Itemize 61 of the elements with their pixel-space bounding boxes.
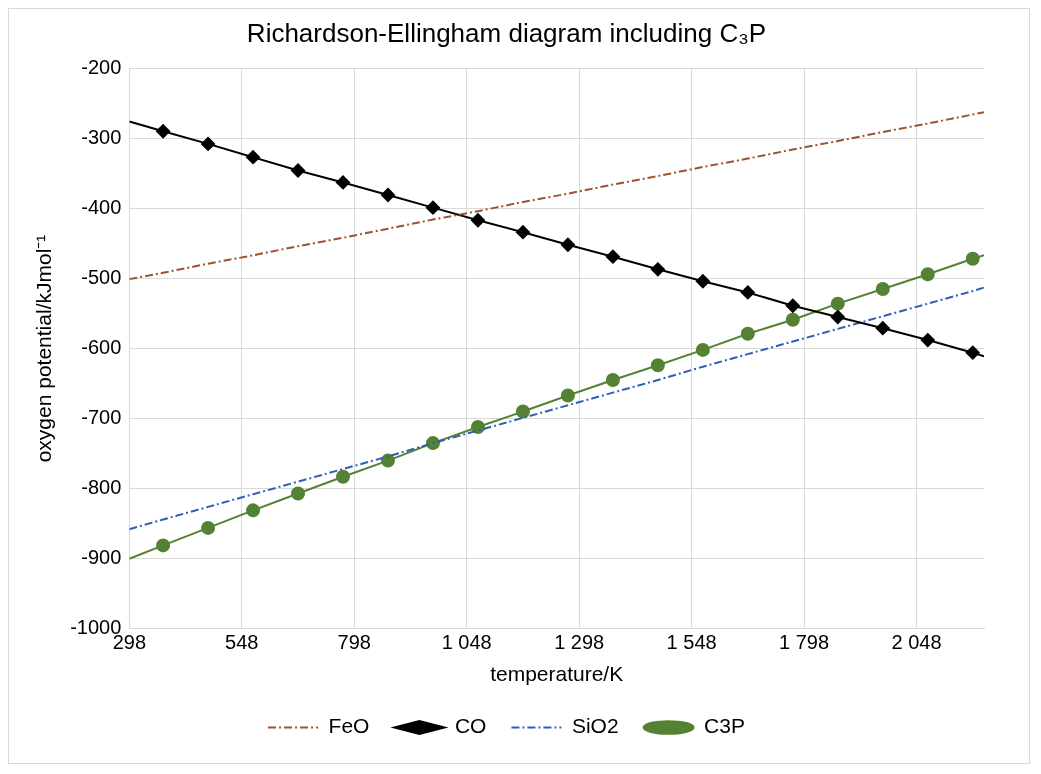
point [785, 312, 800, 327]
y-tick-label: -600 [81, 336, 122, 359]
point [515, 225, 530, 240]
point [201, 520, 216, 535]
point [785, 298, 800, 313]
y-tick-label: -700 [81, 406, 122, 429]
point [965, 251, 980, 266]
point [246, 503, 261, 518]
point [830, 309, 845, 324]
point [695, 274, 710, 289]
point [291, 486, 306, 501]
x-tick-label: 2 048 [891, 631, 942, 654]
point [336, 469, 351, 484]
legend-label: SiO2 [571, 714, 619, 738]
point [740, 285, 755, 300]
x-tick-label: 1 548 [666, 631, 717, 654]
legend-label: C3P [704, 714, 745, 738]
x-tick-label: 1 298 [554, 631, 605, 654]
point [605, 249, 620, 264]
point [156, 538, 171, 553]
point [425, 200, 440, 215]
x-tick-label: 798 [337, 631, 371, 654]
point [201, 136, 216, 151]
point [560, 237, 575, 252]
point [560, 388, 575, 403]
x-tick-label: 1 048 [441, 631, 492, 654]
y-tick-label: -500 [81, 265, 122, 288]
point [920, 267, 935, 282]
y-tick-label: -300 [81, 125, 122, 148]
point [875, 321, 890, 336]
line-series [129, 286, 984, 531]
point [650, 358, 665, 373]
point [695, 342, 710, 357]
point [291, 163, 306, 178]
y-tick-label: -900 [81, 546, 122, 569]
point [875, 281, 890, 296]
point [246, 150, 261, 165]
point [470, 419, 485, 434]
x-tick-label: 548 [225, 631, 259, 654]
point [920, 333, 935, 348]
chart-title: Richardson-Ellingham diagram including C₃P [246, 17, 767, 48]
point [470, 213, 485, 228]
point [381, 453, 395, 468]
x-tick-label: 1 798 [779, 631, 830, 654]
x-axis-title: temperature/K [490, 662, 624, 686]
line-series [129, 111, 984, 281]
point [515, 404, 530, 419]
point [605, 373, 620, 388]
y-tick-label: -200 [81, 55, 122, 78]
y-tick-label: -800 [81, 476, 122, 499]
point [381, 188, 395, 203]
point [650, 262, 665, 277]
legend-label: FeO [328, 714, 370, 738]
legend-label: CO [454, 714, 487, 738]
point [965, 345, 980, 360]
y-tick-label: -400 [81, 195, 122, 218]
point [740, 326, 755, 341]
y-axis-title: oxygen potential/kJmol⁻¹ [32, 234, 56, 463]
point [830, 296, 845, 311]
point [156, 124, 171, 139]
point [336, 175, 351, 190]
